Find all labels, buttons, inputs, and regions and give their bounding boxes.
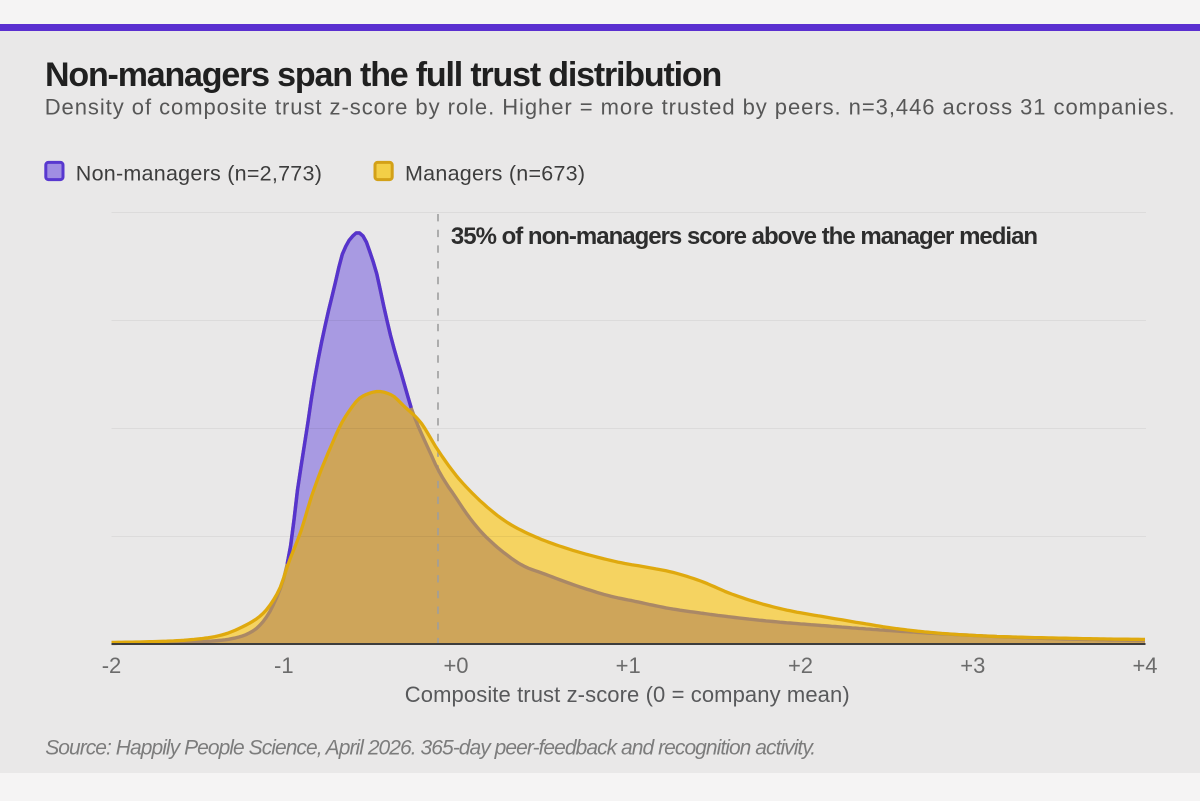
svg-text:Density of composite trust z-s: Density of composite trust z-score by ro… — [45, 94, 1176, 119]
svg-text:-1: -1 — [274, 653, 294, 678]
svg-text:+1: +1 — [616, 653, 641, 678]
svg-text:Source: Happily People Science: Source: Happily People Science, April 20… — [45, 736, 815, 759]
svg-text:Non-managers span the full tru: Non-managers span the full trust distrib… — [45, 56, 721, 94]
svg-text:Composite trust z-score (0 = c: Composite trust z-score (0 = company mea… — [405, 682, 850, 707]
svg-text:Managers (n=673): Managers (n=673) — [405, 162, 585, 186]
svg-text:+0: +0 — [443, 653, 468, 678]
svg-text:+2: +2 — [788, 653, 813, 678]
svg-text:+4: +4 — [1132, 653, 1157, 678]
svg-text:-2: -2 — [102, 653, 122, 678]
svg-text:35% of non-managers score abov: 35% of non-managers score above the mana… — [451, 223, 1038, 250]
svg-text:Non-managers (n=2,773): Non-managers (n=2,773) — [76, 162, 322, 186]
svg-text:+3: +3 — [960, 653, 985, 678]
